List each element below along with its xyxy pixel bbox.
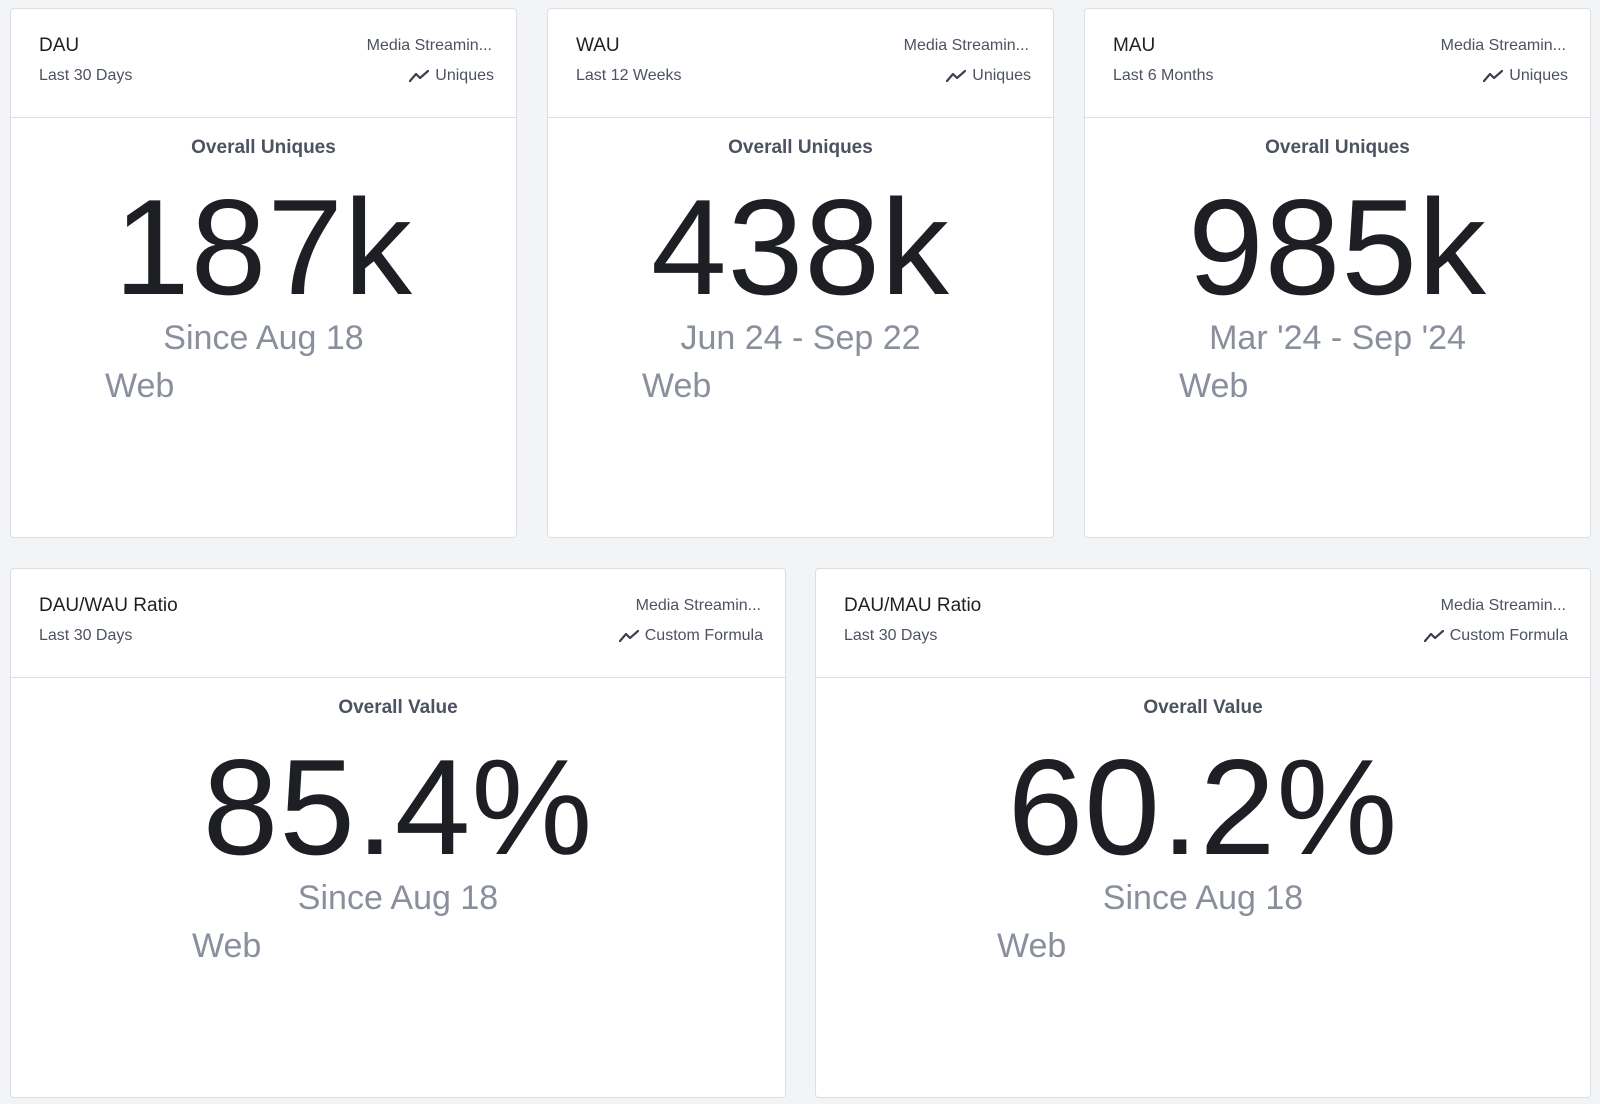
metric-value: 60.2% — [1007, 731, 1399, 883]
chart-card-dau-mau-ratio[interactable]: DAU/MAU Ratio Last 30 Days Media Streami… — [815, 568, 1591, 1098]
card-header: MAU Last 6 Months Media Streamin... Uniq… — [1085, 9, 1590, 118]
period-label: Jun 24 - Sep 22 — [680, 319, 921, 357]
card-title[interactable]: WAU — [576, 35, 620, 56]
trend-line-icon — [409, 69, 430, 83]
metric-type: Uniques — [946, 67, 1031, 85]
card-header: DAU/MAU Ratio Last 30 Days Media Streami… — [816, 569, 1590, 678]
card-header: DAU/WAU Ratio Last 30 Days Media Streami… — [11, 569, 785, 678]
metric-type: Uniques — [409, 67, 494, 85]
metric-label: Uniques — [972, 67, 1031, 84]
date-range: Last 30 Days — [39, 67, 133, 84]
metric-value: 85.4% — [202, 731, 594, 883]
card-header: DAU Last 30 Days Media Streamin... Uniqu… — [11, 9, 516, 118]
metric-label: Uniques — [435, 67, 494, 84]
platform-label: Web — [1179, 367, 1249, 405]
overall-label: Overall Value — [338, 697, 458, 718]
project-source: Media Streamin... — [1440, 37, 1566, 54]
overall-label: Overall Uniques — [728, 137, 873, 158]
platform-label: Web — [105, 367, 175, 405]
trend-line-icon — [946, 69, 967, 83]
metric-value: 985k — [1188, 171, 1487, 323]
card-title[interactable]: DAU/MAU Ratio — [844, 595, 982, 616]
period-label: Since Aug 18 — [1102, 879, 1304, 917]
overall-label: Overall Uniques — [191, 137, 336, 158]
date-range: Last 30 Days — [844, 627, 938, 644]
metric-value: 438k — [651, 171, 950, 323]
platform-label: Web — [642, 367, 712, 405]
chart-card-mau[interactable]: MAU Last 6 Months Media Streamin... Uniq… — [1084, 8, 1591, 538]
trend-line-icon — [1483, 69, 1504, 83]
platform-label: Web — [997, 927, 1067, 965]
metric-label: Custom Formula — [644, 627, 763, 644]
project-source: Media Streamin... — [635, 597, 761, 614]
date-range: Last 30 Days — [39, 627, 133, 644]
card-title[interactable]: DAU/WAU Ratio — [39, 595, 178, 616]
platform-label: Web — [192, 927, 262, 965]
metric-type: Uniques — [1483, 67, 1568, 85]
date-range: Last 6 Months — [1113, 67, 1214, 84]
project-source: Media Streamin... — [903, 37, 1029, 54]
trend-line-icon — [1423, 629, 1444, 643]
metric-label: Uniques — [1509, 67, 1568, 84]
card-title[interactable]: DAU — [39, 35, 80, 56]
period-label: Mar '24 - Sep '24 — [1209, 319, 1466, 357]
chart-card-wau[interactable]: WAU Last 12 Weeks Media Streamin... Uniq… — [547, 8, 1054, 538]
date-range: Last 12 Weeks — [576, 67, 682, 84]
card-title[interactable]: MAU — [1113, 35, 1156, 56]
project-source: Media Streamin... — [1440, 597, 1566, 614]
overall-label: Overall Uniques — [1265, 137, 1410, 158]
project-source: Media Streamin... — [366, 37, 492, 54]
trend-line-icon — [618, 629, 639, 643]
metric-type: Custom Formula — [1423, 627, 1568, 645]
card-header: WAU Last 12 Weeks Media Streamin... Uniq… — [548, 9, 1053, 118]
chart-card-dau[interactable]: DAU Last 30 Days Media Streamin... Uniqu… — [10, 8, 517, 538]
chart-card-dau-wau-ratio[interactable]: DAU/WAU Ratio Last 30 Days Media Streami… — [10, 568, 786, 1098]
period-label: Since Aug 18 — [163, 319, 364, 357]
period-label: Since Aug 18 — [297, 879, 499, 917]
metric-label: Custom Formula — [1449, 627, 1568, 644]
metric-type: Custom Formula — [618, 627, 763, 645]
metric-value: 187k — [114, 171, 413, 323]
overall-label: Overall Value — [1143, 697, 1263, 718]
